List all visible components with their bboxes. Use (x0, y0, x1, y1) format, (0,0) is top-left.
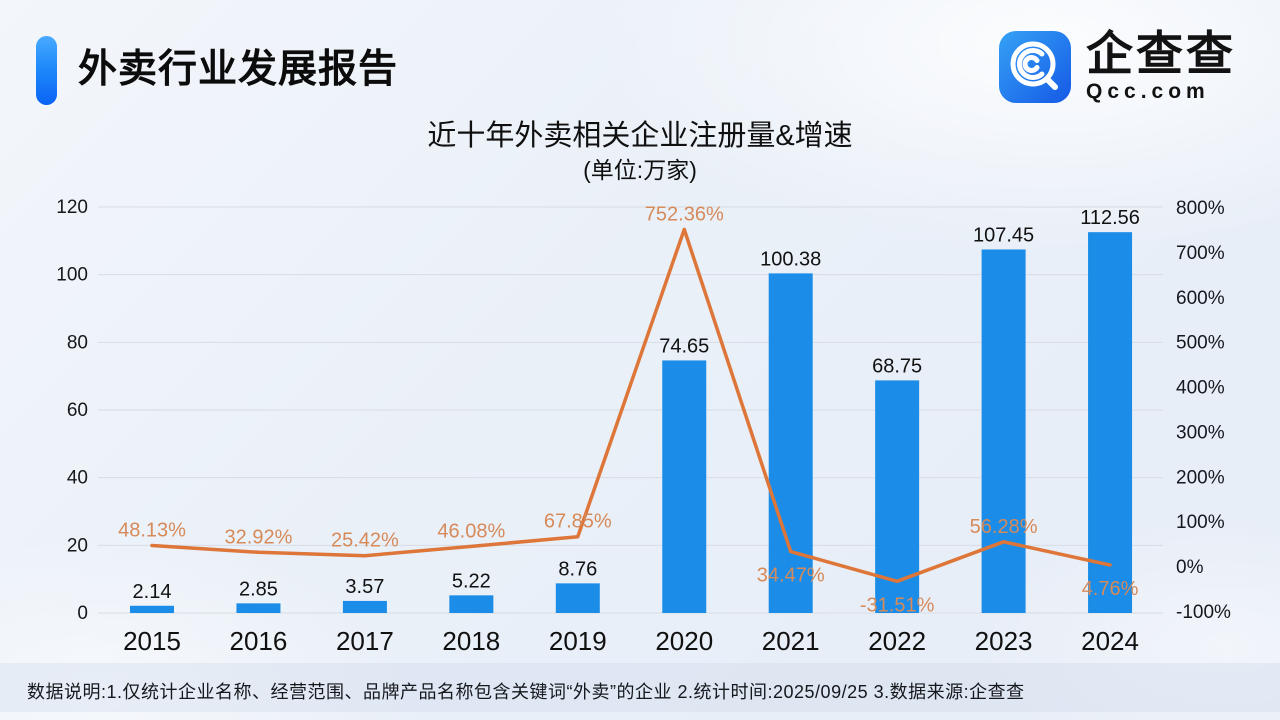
bar-2019 (555, 583, 600, 613)
bar-value-2016: 2.85 (239, 578, 278, 600)
report-title: 外卖行业发展报告 (78, 48, 399, 91)
x-label-2017: 2017 (336, 626, 394, 656)
x-label-2016: 2016 (230, 626, 288, 656)
bar-value-2021: 100.38 (760, 248, 821, 270)
bar-value-2017: 3.57 (345, 576, 384, 598)
qcc-logo: 企查查 Qcc.com (998, 30, 1236, 104)
right-axis-label-200: 200% (1176, 467, 1225, 488)
growth-value-2024: 4.76% (1082, 578, 1139, 600)
growth-value-2020: 752.36% (645, 203, 724, 225)
growth-value-2023: 56.28% (970, 516, 1038, 538)
footer-note: 数据说明:1.仅统计企业名称、经营范围、品牌产品名称包含关键词“外卖”的企业 2… (27, 682, 1025, 702)
bar-value-2022: 68.75 (872, 355, 922, 377)
x-label-2023: 2023 (975, 626, 1033, 656)
bar-value-2018: 5.22 (452, 570, 491, 592)
right-axis-label-100: 100% (1176, 512, 1225, 533)
left-axis-label-40: 40 (67, 468, 88, 489)
right-axis-label-300: 300% (1176, 422, 1225, 443)
title-accent-bar (36, 36, 57, 105)
x-label-2020: 2020 (655, 626, 713, 656)
x-label-2018: 2018 (442, 626, 500, 656)
left-axis-label-100: 100 (56, 265, 88, 286)
bar-2018 (449, 595, 494, 613)
bar-value-2024: 112.56 (1080, 207, 1140, 229)
right-axis-label--100: -100% (1176, 602, 1231, 623)
footer-band (0, 663, 1280, 712)
right-axis-label-800: 800% (1176, 198, 1225, 219)
growth-value-2022: -31.51% (860, 594, 935, 616)
bar-value-2023: 107.45 (973, 224, 1034, 246)
bar-2020 (662, 360, 707, 613)
growth-value-2021: 34.47% (757, 565, 825, 587)
bar-2016 (236, 603, 281, 613)
bar-2023 (981, 249, 1026, 614)
right-axis-label-600: 600% (1176, 288, 1225, 309)
bar-2024 (1088, 232, 1133, 613)
bar-2017 (342, 600, 387, 613)
chart-title: 近十年外卖相关企业注册量&增速 (427, 120, 853, 152)
growth-value-2019: 67.85% (544, 511, 612, 533)
chart-subtitle: (单位:万家) (583, 157, 697, 183)
qcc-logo-name: 企查查 (1086, 27, 1236, 80)
qcc-logo-domain: Qcc.com (1086, 80, 1210, 103)
x-label-2024: 2024 (1081, 626, 1139, 656)
qcc-logo-text: 企查查 Qcc.com (1086, 30, 1236, 104)
bar-2021 (768, 273, 813, 613)
bar-value-2019: 8.76 (558, 558, 597, 580)
bar-2015 (130, 605, 174, 613)
left-axis-label-120: 120 (56, 197, 88, 218)
right-axis-label-500: 500% (1176, 333, 1225, 354)
x-label-2021: 2021 (762, 626, 820, 656)
growth-value-2015: 48.13% (118, 520, 186, 542)
growth-value-2018: 46.08% (437, 520, 505, 542)
x-label-2015: 2015 (123, 626, 181, 656)
growth-value-2016: 32.92% (225, 526, 293, 548)
bar-value-2015: 2.14 (133, 581, 172, 603)
x-label-2022: 2022 (868, 626, 926, 656)
left-axis-label-20: 20 (67, 535, 88, 556)
left-axis-label-0: 0 (77, 603, 88, 624)
right-axis-label-0: 0% (1176, 557, 1204, 578)
x-label-2019: 2019 (549, 626, 607, 656)
left-axis-label-80: 80 (67, 332, 88, 353)
qcc-magnifier-icon (999, 31, 1071, 103)
growth-value-2017: 25.42% (331, 530, 399, 552)
right-axis-label-700: 700% (1176, 243, 1225, 264)
bar-value-2020: 74.65 (659, 335, 709, 357)
growth-line (150, 227, 1112, 584)
right-axis-label-400: 400% (1176, 378, 1225, 399)
left-axis-label-60: 60 (67, 400, 88, 421)
